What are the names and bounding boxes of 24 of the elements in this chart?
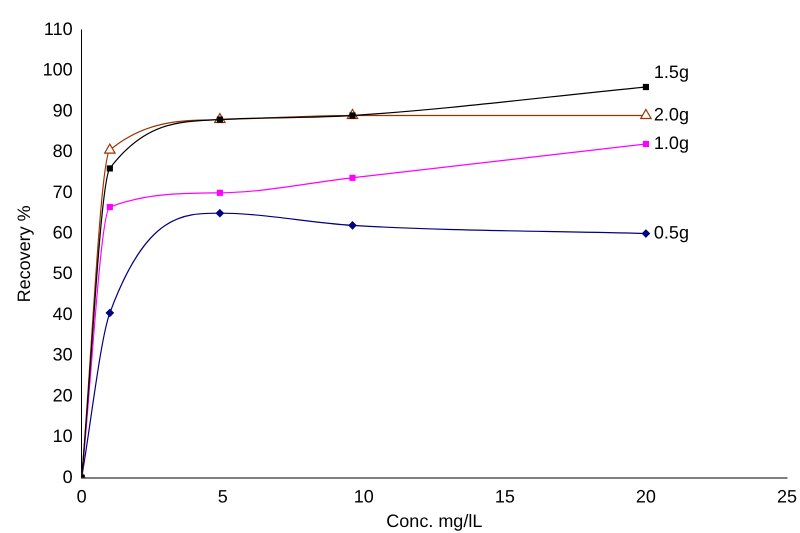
- y-tick-label: 10: [52, 426, 73, 446]
- series-label: 1.0g: [654, 132, 689, 153]
- x-tick-label: 0: [76, 486, 87, 507]
- series-label: 0.5g: [654, 222, 689, 243]
- y-tick-label: 20: [52, 385, 73, 406]
- y-tick-label: 0: [62, 466, 73, 487]
- x-axis-title: Conc. mg/lL: [386, 511, 482, 532]
- x-tick-label: 25: [776, 486, 798, 507]
- x-tick-label: 20: [636, 486, 656, 507]
- x-tick-label: 15: [494, 486, 515, 507]
- y-tick-label: 100: [42, 60, 73, 80]
- y-tick-label: 40: [52, 304, 73, 324]
- x-tick-label: 5: [218, 486, 228, 507]
- y-tick-label: 60: [52, 222, 73, 243]
- y-tick-label: 70: [52, 182, 73, 202]
- y-axis-title: Recovery %: [14, 205, 34, 302]
- y-tick-label: 30: [52, 344, 73, 365]
- y-tick-label: 50: [52, 263, 73, 284]
- y-tick-label: 110: [44, 18, 73, 39]
- y-tick-label: 90: [52, 100, 73, 120]
- series-label: 1.5g: [654, 62, 689, 82]
- series-label: 2.0g: [654, 104, 689, 124]
- y-tick-label: 80: [52, 141, 73, 162]
- x-tick-label: 10: [354, 486, 374, 507]
